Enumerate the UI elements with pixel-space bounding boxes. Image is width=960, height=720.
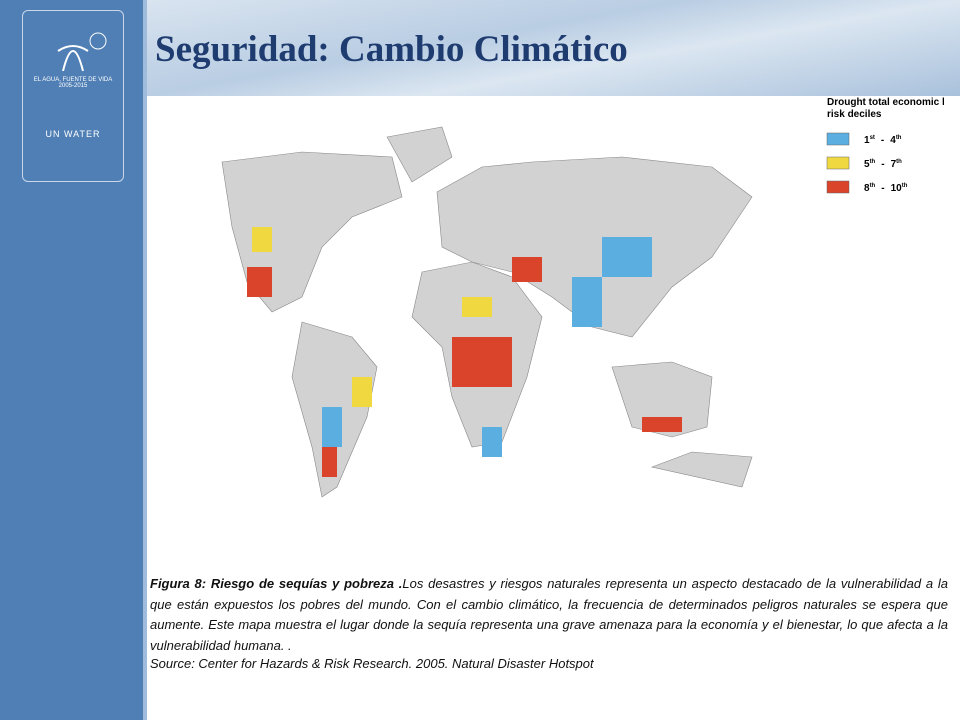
caption-lead: Figura 8: Riesgo de sequías y pobreza . (150, 576, 403, 591)
legend-label-part: - (881, 183, 884, 194)
header-band (147, 0, 960, 96)
legend-swatch (826, 180, 850, 194)
sidebar-stripe (143, 0, 147, 720)
legend-title: risk deciles (827, 109, 882, 120)
legend-label: 8th -10th (864, 183, 908, 194)
legend-swatch (826, 156, 850, 170)
logo-text: 2005-2015 (58, 83, 88, 89)
legend-label-part: 10 (891, 183, 903, 194)
logo-text: EL AGUA, FUENTE DE VIDA (33, 77, 113, 83)
logo-icon (57, 32, 107, 72)
legend-label-part: 5 (864, 159, 870, 170)
legend-label-part: th (870, 159, 876, 165)
legend-title: Drought total economic loss (827, 97, 944, 108)
legend-label-part: 7 (891, 159, 897, 170)
legend-label-part: st (870, 135, 875, 141)
legend-label-part: - (881, 135, 884, 146)
legend-swatch (826, 132, 850, 146)
slide-title: Seguridad: Cambio Climático (155, 29, 628, 70)
legend-label-part: 1 (864, 135, 870, 146)
map: Drought total economic loss risk deciles… (152, 97, 944, 544)
legend-label-part: th (902, 183, 908, 189)
logo-text: UN WATER (45, 129, 101, 139)
legend-label-part: th (896, 159, 902, 165)
source: Source: Center for Hazards & Risk Resear… (150, 656, 594, 671)
caption-body: Los desastres y riesgos naturales repres… (150, 576, 948, 653)
sidebar (0, 0, 143, 720)
legend-label-part: 4 (890, 135, 896, 146)
legend-label-part: 8 (864, 183, 870, 194)
legend-label: 1st -4th (864, 135, 902, 146)
legend-label-part: - (881, 159, 884, 170)
logo-box: EL AGUA, FUENTE DE VIDA 2005-2015 UN WAT… (22, 10, 124, 182)
legend: Drought total economic loss risk deciles… (826, 97, 944, 194)
legend-label: 5th -7th (864, 159, 902, 170)
legend-label-part: th (896, 135, 902, 141)
caption: Figura 8: Riesgo de sequías y pobreza .L… (150, 574, 948, 656)
legend-label-part: th (870, 183, 876, 189)
